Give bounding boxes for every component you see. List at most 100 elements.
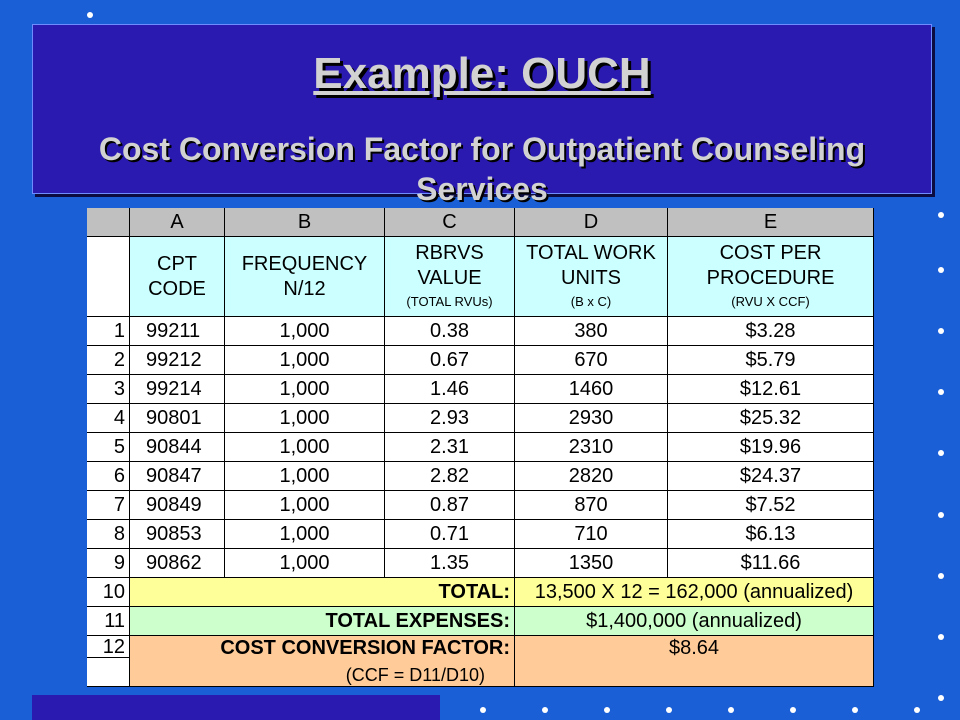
row-number: 2 xyxy=(87,346,130,375)
ccf-value-cell: $8.64 xyxy=(515,636,874,687)
column-header-a: A xyxy=(130,208,225,237)
frequency-cell: 1,000 xyxy=(225,549,385,578)
frequency-cell: 1,000 xyxy=(225,491,385,520)
cpt-code-cell: 90847 xyxy=(130,462,225,491)
bullet-dot xyxy=(604,707,610,713)
cpt-code-cell: 99211 xyxy=(130,317,225,346)
total-label: TOTAL: xyxy=(130,578,515,607)
cpt-code-cell: 90853 xyxy=(130,520,225,549)
rbrvs-value-cell: 0.38 xyxy=(385,317,515,346)
total-work-units-cell: 670 xyxy=(515,346,668,375)
cpt-code-cell: 90849 xyxy=(130,491,225,520)
column-header-e: E xyxy=(668,208,874,237)
corner-cell xyxy=(87,208,130,237)
ccf-value: $8.64 xyxy=(668,637,720,659)
column-header-b: B xyxy=(225,208,385,237)
frequency-cell: 1,000 xyxy=(225,346,385,375)
row-number: 3 xyxy=(87,375,130,404)
row-number: 1 xyxy=(87,317,130,346)
frequency-cell: 1,000 xyxy=(225,317,385,346)
bullet-dot xyxy=(728,707,734,713)
bullet-dot xyxy=(938,389,944,395)
ccf-label: COST CONVERSION FACTOR: xyxy=(220,637,510,659)
cpt-code-cell: 90801 xyxy=(130,404,225,433)
rbrvs-value-cell: 0.71 xyxy=(385,520,515,549)
bullet-dot xyxy=(542,707,548,713)
total-work-units-cell: 1350 xyxy=(515,549,668,578)
row-number-10: 10 xyxy=(87,578,130,607)
rbrvs-value-cell: 0.67 xyxy=(385,346,515,375)
footer-bar xyxy=(32,695,440,720)
slide-title: Example: OUCH xyxy=(313,49,651,98)
header-frequency: FREQUENCY N/12 xyxy=(225,237,385,317)
cost-per-procedure-cell: $7.52 xyxy=(668,491,874,520)
bullet-dot xyxy=(938,212,944,218)
cost-per-procedure-cell: $6.13 xyxy=(668,520,874,549)
cpt-code-cell: 99212 xyxy=(130,346,225,375)
row-number-blank xyxy=(87,658,130,687)
header-frequency-label: FREQUENCY N/12 xyxy=(241,252,368,300)
rbrvs-value-cell: 2.82 xyxy=(385,462,515,491)
rbrvs-value-cell: 0.87 xyxy=(385,491,515,520)
rbrvs-value-cell: 2.93 xyxy=(385,404,515,433)
header-cpt-code-label: CPT CODE xyxy=(148,252,206,300)
frequency-cell: 1,000 xyxy=(225,520,385,549)
cpt-code-cell: 99214 xyxy=(130,375,225,404)
cpt-code-cell: 90862 xyxy=(130,549,225,578)
header-cost-per-procedure: COST PER PROCEDURE (RVU X CCF) xyxy=(668,237,874,317)
row-number-11: 11 xyxy=(87,607,130,636)
row-number: 9 xyxy=(87,549,130,578)
bullet-dot xyxy=(480,707,486,713)
bullet-dot xyxy=(914,707,920,713)
row-number: 8 xyxy=(87,520,130,549)
row-header-blank xyxy=(87,237,130,317)
bullet-dot xyxy=(852,707,858,713)
spreadsheet-table: A B C D E CPT CODE FREQUENCY N/12 RBRVS … xyxy=(87,208,874,687)
total-work-units-cell: 2930 xyxy=(515,404,668,433)
bullet-dot xyxy=(938,634,944,640)
bullet-dot xyxy=(87,12,93,18)
title-box: Example: OUCH Cost Conversion Factor for… xyxy=(32,24,932,207)
ccf-formula: (CCF = D11/D10) xyxy=(345,665,485,685)
total-work-units-cell: 870 xyxy=(515,491,668,520)
cost-per-procedure-cell: $5.79 xyxy=(668,346,874,375)
cpt-code-cell: 90844 xyxy=(130,433,225,462)
total-expenses-value: $1,400,000 (annualized) xyxy=(515,607,874,636)
total-expenses-label: TOTAL EXPENSES: xyxy=(130,607,515,636)
total-work-units-cell: 2310 xyxy=(515,433,668,462)
cost-per-procedure-cell: $12.61 xyxy=(668,375,874,404)
frequency-cell: 1,000 xyxy=(225,404,385,433)
column-header-c: C xyxy=(385,208,515,237)
header-rbrvs-value: RBRVS VALUE (TOTAL RVUs) xyxy=(385,237,515,317)
cost-per-procedure-cell: $3.28 xyxy=(668,317,874,346)
rbrvs-value-cell: 2.31 xyxy=(385,433,515,462)
rbrvs-value-cell: 1.35 xyxy=(385,549,515,578)
cost-per-procedure-cell: $11.66 xyxy=(668,549,874,578)
header-cpt-code: CPT CODE xyxy=(130,237,225,317)
row-number: 4 xyxy=(87,404,130,433)
frequency-cell: 1,000 xyxy=(225,462,385,491)
row-number: 6 xyxy=(87,462,130,491)
bullet-dot xyxy=(938,328,944,334)
rbrvs-value-cell: 1.46 xyxy=(385,375,515,404)
bullet-dot xyxy=(938,450,944,456)
bullet-dot xyxy=(790,707,796,713)
bullet-dot xyxy=(938,267,944,273)
frequency-cell: 1,000 xyxy=(225,375,385,404)
header-rbrvs-label: RBRVS VALUE xyxy=(415,241,484,289)
header-total-work-units-label: TOTAL WORK UNITS xyxy=(526,241,656,289)
total-value: 13,500 X 12 = 162,000 (annualized) xyxy=(515,578,874,607)
ccf-label-cell: COST CONVERSION FACTOR: (CCF = D11/D10) xyxy=(130,636,515,687)
header-cost-per-procedure-label: COST PER PROCEDURE xyxy=(706,241,835,289)
bullet-dot xyxy=(938,695,944,701)
cost-per-procedure-cell: $25.32 xyxy=(668,404,874,433)
bullet-dot xyxy=(938,512,944,518)
slide-subtitle: Cost Conversion Factor for Outpatient Co… xyxy=(98,131,866,207)
cost-per-procedure-cell: $24.37 xyxy=(668,462,874,491)
total-work-units-cell: 1460 xyxy=(515,375,668,404)
frequency-cell: 1,000 xyxy=(225,433,385,462)
header-total-work-units-note: (B x C) xyxy=(570,293,612,309)
row-number-12: 12 xyxy=(87,636,130,658)
total-work-units-cell: 710 xyxy=(515,520,668,549)
row-number: 5 xyxy=(87,433,130,462)
